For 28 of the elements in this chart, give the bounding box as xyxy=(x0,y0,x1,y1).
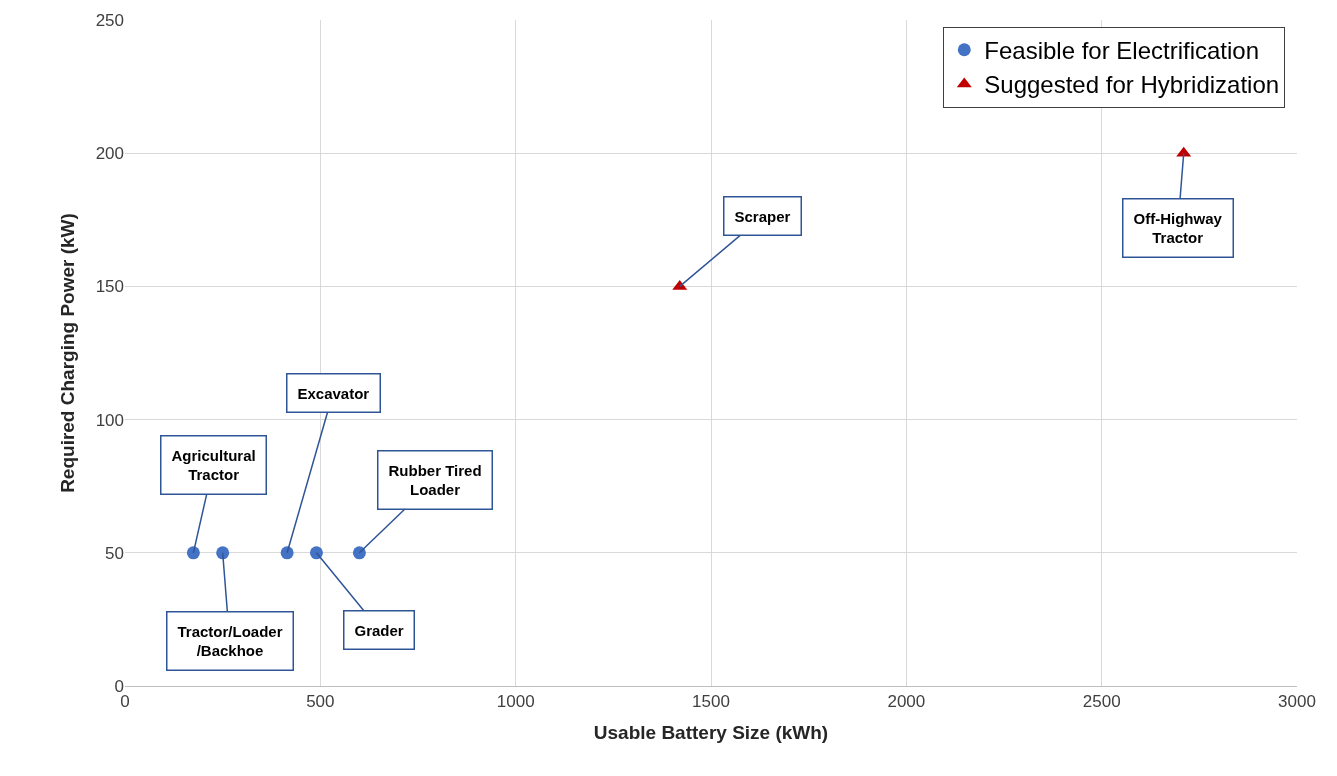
annotation: Tractor/Loader /Backhoe xyxy=(177,622,283,659)
y-tick-label: 150 xyxy=(95,277,124,297)
point xyxy=(280,546,294,560)
point xyxy=(309,546,323,560)
y-tick-label: 100 xyxy=(95,410,124,430)
annotation: Grader xyxy=(354,621,404,639)
x-tick-label: 2500 xyxy=(1082,692,1121,712)
annotation: Excavator xyxy=(297,384,370,402)
annotation: Rubber Tired Loader xyxy=(388,461,482,498)
y-tick-label: 50 xyxy=(105,543,124,563)
x-axis-title: Usable Battery Size (kWh) xyxy=(593,722,829,744)
y-tick-label: 200 xyxy=(95,144,124,164)
x-tick-label: 3000 xyxy=(1278,692,1316,712)
y-axis-title: Required Charging Power (kW) xyxy=(57,213,79,493)
x-tick-label: 1000 xyxy=(496,692,535,712)
point xyxy=(352,546,366,560)
point xyxy=(186,546,200,560)
annotation: Off-Highway Tractor xyxy=(1133,209,1223,246)
annotation: Agricultural Tractor xyxy=(171,446,256,483)
y-tick-label: 0 xyxy=(114,676,124,696)
x-tick-label: 1500 xyxy=(692,692,730,712)
point xyxy=(216,546,230,560)
x-tick-label: 500 xyxy=(306,692,335,712)
y-tick-label: 250 xyxy=(95,10,124,30)
legend-label: Suggested for Hybridization xyxy=(984,71,1280,99)
legend-label: Feasible for Electrification xyxy=(984,37,1260,65)
x-tick-label: 2000 xyxy=(887,692,926,712)
annotation: Scraper xyxy=(734,207,791,225)
